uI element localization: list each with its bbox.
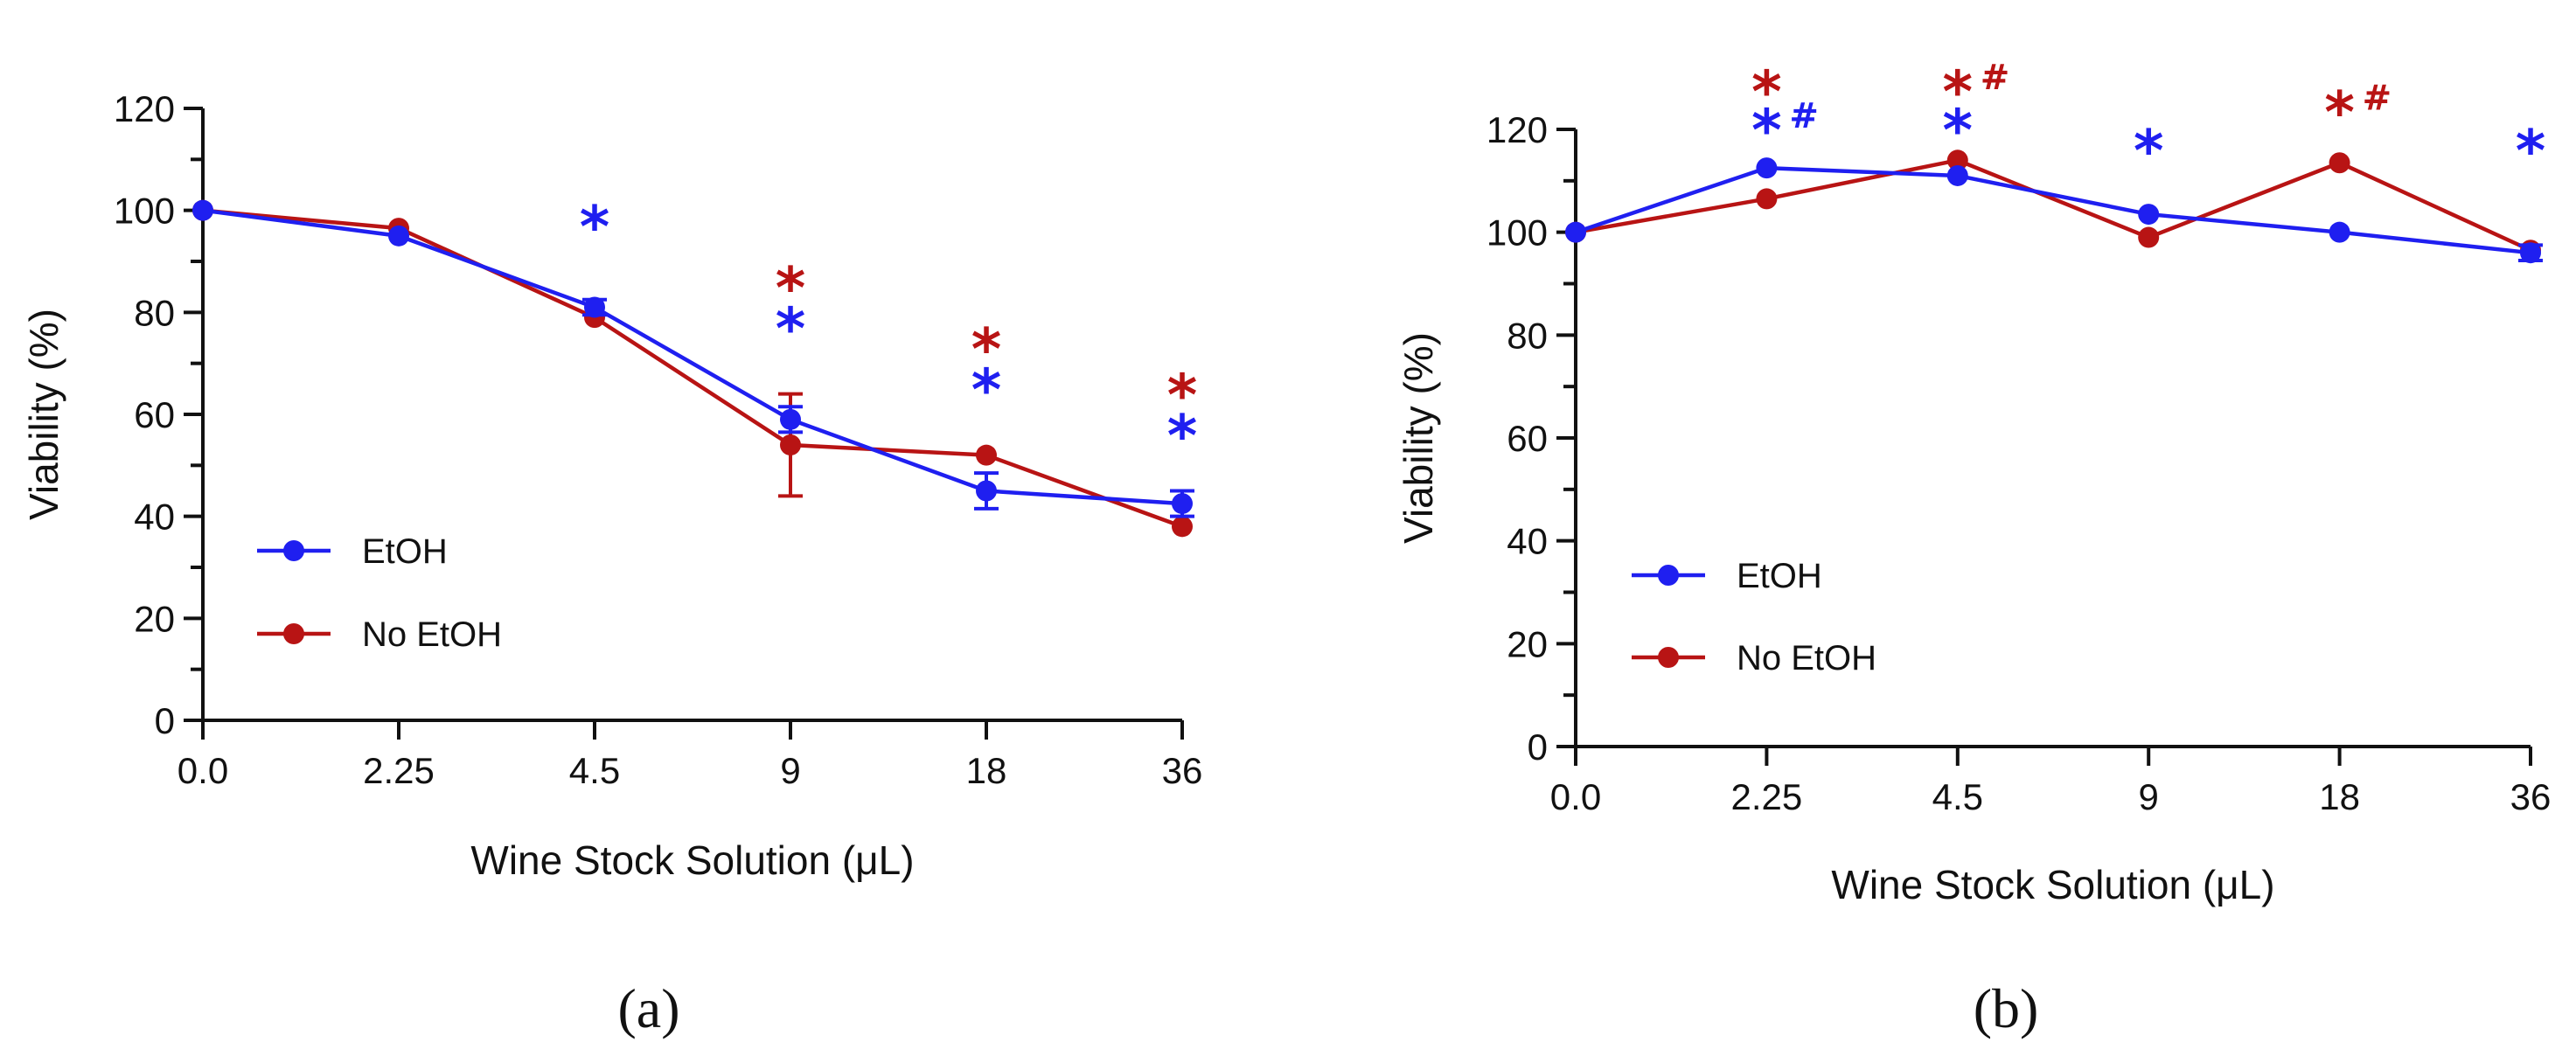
- data-point-etoh: [1946, 164, 1968, 186]
- data-point-etoh: [976, 480, 997, 502]
- legend-label: No EtOH: [362, 615, 502, 654]
- x-tick-label: 2.25: [363, 750, 435, 791]
- chart-panel-b: 0 20 40 60 80 100 120 0.0 2.25 4.5 9 18 36 Wine Stock…: [1396, 58, 2551, 1039]
- y-tick-label: 120: [1486, 109, 1548, 150]
- legend-label: EtOH: [362, 532, 448, 571]
- significance-mark: *: [1751, 97, 1782, 164]
- data-point-etoh: [388, 225, 409, 247]
- x-axis-title: Wine Stock Solution (μL): [470, 837, 914, 883]
- x-tick-label: 0.0: [1550, 776, 1601, 817]
- data-point-etoh: [1172, 493, 1193, 515]
- x-tick-label: 9: [2139, 776, 2159, 817]
- y-tick-label: 80: [1507, 315, 1548, 356]
- y-tick-label: 0: [1528, 726, 1548, 768]
- y-tick-label: 20: [134, 598, 175, 639]
- significance-mark: *: [776, 254, 806, 322]
- y-tick-label: 40: [1507, 521, 1548, 562]
- significance-mark: *: [971, 357, 1002, 424]
- panel-label: (b): [1974, 977, 2039, 1039]
- x-tick-label: 36: [1162, 750, 1203, 791]
- y-tick-label: 100: [114, 191, 175, 232]
- data-point-etoh: [1565, 221, 1586, 243]
- significance-mark: *: [971, 316, 1002, 383]
- y-tick-label: 60: [134, 394, 175, 435]
- significance-mark: *: [580, 193, 610, 261]
- significance-mark: #: [1981, 58, 2010, 98]
- data-point-etoh: [1756, 157, 1778, 179]
- x-tick-label: 18: [966, 750, 1007, 791]
- y-tick-label: 20: [1507, 623, 1548, 664]
- data-point-no-etoh: [1946, 149, 1968, 171]
- data-point-no-etoh: [2138, 226, 2160, 248]
- data-point-etoh: [2138, 204, 2160, 226]
- legend-marker: [1658, 565, 1679, 586]
- significance-mark: *: [1943, 97, 1974, 164]
- x-tick-label: 18: [2319, 776, 2360, 817]
- significance-mark: *: [2134, 118, 2164, 185]
- x-tick-label: 36: [2510, 776, 2552, 817]
- data-point-no-etoh: [780, 434, 801, 455]
- legend-label: EtOH: [1737, 557, 1822, 595]
- x-tick-label: 4.5: [569, 750, 620, 791]
- x-tick-label: 2.25: [1731, 776, 1803, 817]
- y-tick-label: 60: [1507, 418, 1548, 459]
- significance-mark: *: [1167, 403, 1198, 470]
- y-tick-label: 100: [1486, 212, 1548, 254]
- significance-mark: *: [1943, 59, 1974, 126]
- x-tick-label: 9: [780, 750, 800, 791]
- y-tick-label: 40: [134, 497, 175, 538]
- legend-marker: [1658, 647, 1679, 668]
- significance-mark: #: [1789, 96, 1819, 136]
- y-axis-title: Viability (%): [1396, 332, 1441, 544]
- data-point-etoh: [192, 199, 213, 221]
- legend-marker: [283, 540, 304, 561]
- chart-panel-a: 0 20 40 60 80 100 120 0.0 2.25 4.5 9 18 36 Wine Stock…: [21, 88, 1202, 1039]
- legend-label: No EtOH: [1737, 639, 1876, 677]
- significance-mark: *: [2324, 80, 2355, 147]
- significance-mark: *: [2516, 118, 2546, 185]
- series-line-etoh: [202, 208, 1183, 506]
- data-point-no-etoh: [1172, 516, 1193, 538]
- x-tick-label: 4.5: [1932, 776, 1983, 817]
- significance-mark: *: [1751, 59, 1782, 126]
- significance-mark: *: [776, 295, 806, 363]
- y-tick-label: 120: [114, 88, 175, 129]
- significance-mark: #: [2363, 79, 2392, 119]
- panel-label: (a): [617, 977, 679, 1039]
- series-line-no-etoh: [202, 208, 1183, 529]
- significance-mark: *: [1167, 362, 1198, 429]
- legend-marker: [283, 623, 304, 644]
- series-line-etoh: [1575, 165, 2531, 255]
- data-point-no-etoh: [976, 444, 997, 466]
- y-tick-label: 80: [134, 292, 175, 333]
- series-line-no-etoh: [1575, 157, 2531, 253]
- data-point-etoh: [584, 296, 605, 318]
- data-point-no-etoh: [2329, 152, 2350, 174]
- data-point-etoh: [2329, 221, 2350, 243]
- data-point-no-etoh: [1756, 188, 1778, 210]
- x-axis-title: Wine Stock Solution (μL): [1831, 862, 2274, 907]
- data-point-etoh: [780, 408, 801, 430]
- data-point-etoh: [2520, 242, 2541, 264]
- x-tick-label: 0.0: [178, 750, 228, 791]
- y-axis-title: Viability (%): [21, 309, 66, 520]
- y-tick-label: 0: [155, 700, 175, 741]
